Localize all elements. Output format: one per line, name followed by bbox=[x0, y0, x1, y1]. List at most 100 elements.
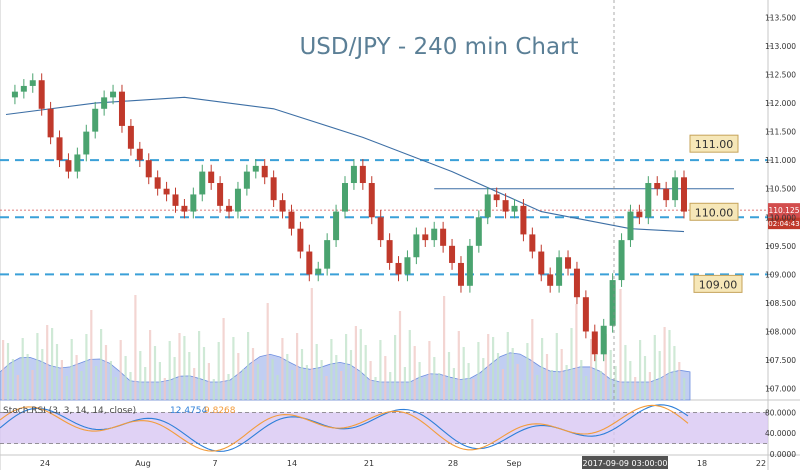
volume-bar bbox=[614, 366, 617, 400]
stoch-value-d: 9.8268 bbox=[204, 406, 236, 416]
volume-bar bbox=[629, 361, 632, 400]
volume-bar bbox=[75, 355, 78, 400]
stoch-rsi-panel: 80.0000 40.0000 0.0000 bbox=[0, 404, 796, 459]
volume-overlay bbox=[0, 288, 691, 401]
candle-down bbox=[582, 297, 589, 332]
volume-bar bbox=[389, 372, 392, 400]
price-tick-label: 110.000 bbox=[765, 213, 796, 222]
volume-bar bbox=[354, 326, 357, 400]
candle-up bbox=[92, 108, 99, 132]
volume-bar bbox=[237, 353, 240, 400]
candle-up bbox=[252, 165, 259, 172]
time-tick-label: 14 bbox=[287, 459, 297, 468]
volume-bar bbox=[325, 376, 328, 400]
volume-bar bbox=[251, 348, 255, 400]
candle-up bbox=[672, 177, 679, 201]
level-label-box bbox=[693, 274, 743, 293]
volume-bar bbox=[21, 338, 24, 400]
volume-bar bbox=[496, 353, 500, 400]
volume-bar bbox=[379, 340, 382, 400]
volume-bar bbox=[65, 376, 68, 400]
countdown-tag bbox=[768, 217, 800, 230]
volume-bar bbox=[100, 329, 103, 400]
volume-bar bbox=[70, 339, 73, 400]
candle-down bbox=[547, 274, 554, 286]
volume-bar bbox=[335, 355, 338, 400]
candle-up bbox=[511, 205, 518, 212]
volume-bar bbox=[232, 337, 235, 400]
volume-bar bbox=[212, 379, 215, 400]
volume-bar bbox=[51, 328, 54, 400]
price-tick-label: 109.500 bbox=[765, 242, 796, 251]
support-resistance-levels bbox=[0, 159, 768, 276]
candle-up bbox=[199, 171, 206, 195]
volume-bar bbox=[428, 341, 431, 400]
volume-bar bbox=[653, 335, 656, 400]
volume-bar bbox=[31, 370, 34, 400]
candle-down bbox=[136, 148, 143, 161]
candle-down bbox=[395, 262, 402, 275]
candle-up bbox=[190, 194, 197, 212]
volume-bar bbox=[286, 354, 289, 400]
crosshair-time-label: 2017-09-09 03:00:00 bbox=[583, 459, 668, 468]
candle-up bbox=[234, 188, 241, 212]
volume-bar bbox=[207, 363, 210, 400]
level-label-text: 109.00 bbox=[699, 278, 738, 291]
volume-bar bbox=[149, 330, 152, 400]
volume-bar bbox=[266, 303, 269, 400]
candle-up bbox=[413, 234, 420, 258]
candle-down bbox=[449, 245, 456, 263]
volume-bar bbox=[683, 378, 686, 400]
volume-bar bbox=[345, 334, 348, 400]
volume-bar bbox=[643, 356, 647, 400]
candle-down bbox=[368, 183, 375, 218]
candle-down bbox=[279, 200, 286, 212]
volume-bar bbox=[359, 329, 362, 400]
price-tick-label: 112.000 bbox=[765, 99, 796, 108]
volume-bar bbox=[90, 310, 93, 400]
volume-bar bbox=[163, 378, 166, 400]
candle-down bbox=[457, 262, 464, 286]
candle-up bbox=[475, 217, 482, 246]
volume-bar bbox=[673, 346, 676, 400]
volume-bar bbox=[6, 343, 10, 400]
level-label-text: 110.00 bbox=[695, 206, 734, 219]
candle-down bbox=[38, 80, 45, 109]
price-tick-label: 107.500 bbox=[765, 356, 796, 365]
stoch-tick-label: 0.0000 bbox=[770, 450, 796, 459]
time-axis: 24 Aug 7 14 21 28 Sep 18 22 2017-09-09 03:00:00 bbox=[40, 456, 766, 469]
volume-bar bbox=[462, 347, 465, 400]
volume-bar bbox=[247, 332, 250, 400]
volume-bar bbox=[477, 342, 480, 400]
last-price-tag bbox=[768, 203, 800, 218]
volume-bar bbox=[565, 365, 568, 400]
volume-bar bbox=[193, 368, 196, 400]
volume-bar bbox=[41, 349, 44, 400]
volume-bar bbox=[492, 337, 495, 400]
stoch-d-line bbox=[0, 404, 689, 452]
candle-down bbox=[591, 331, 598, 355]
volume-bar bbox=[198, 331, 201, 400]
volume-bar bbox=[443, 296, 446, 400]
time-tick-label: 7 bbox=[212, 459, 217, 468]
volume-bar bbox=[678, 362, 681, 400]
candle-down bbox=[288, 211, 295, 229]
countdown-label: 02:04:43 bbox=[768, 220, 799, 228]
candle-down bbox=[217, 183, 224, 206]
candle-up bbox=[484, 194, 491, 218]
candle-down bbox=[681, 177, 687, 212]
volume-bar bbox=[173, 357, 176, 400]
volume-bar bbox=[501, 369, 504, 400]
volume-bar bbox=[80, 371, 83, 400]
volume-bar bbox=[222, 318, 225, 400]
time-tick-label: Aug bbox=[135, 459, 151, 468]
volume-bar bbox=[398, 311, 402, 400]
stoch-tick-label: 80.0000 bbox=[765, 408, 796, 417]
candle-up bbox=[243, 171, 250, 189]
price-tick-label: 112.500 bbox=[765, 71, 796, 80]
volume-bar bbox=[604, 334, 607, 400]
volume-bar bbox=[585, 376, 588, 400]
price-tick-label: 113.000 bbox=[765, 42, 796, 51]
